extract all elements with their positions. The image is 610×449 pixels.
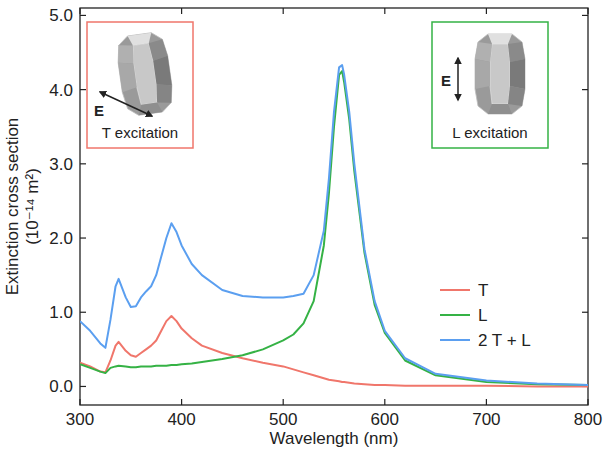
x-tick-label: 700 bbox=[472, 410, 500, 429]
y-tick-label: 1.0 bbox=[49, 303, 73, 322]
y-tick-right bbox=[582, 312, 588, 313]
legend-label: 2 T + L bbox=[478, 331, 531, 350]
crystal-facet bbox=[508, 42, 525, 62]
legend-swatch bbox=[440, 339, 470, 341]
x-tick bbox=[79, 399, 80, 405]
y-tick-label: 0.0 bbox=[49, 377, 73, 396]
inset-label: T excitation bbox=[102, 124, 178, 141]
y-tick-label: 2.0 bbox=[49, 229, 73, 248]
x-tick-label: 600 bbox=[371, 410, 399, 429]
crystal-facet bbox=[488, 34, 512, 44]
x-tick-top bbox=[587, 8, 588, 14]
x-tick-top bbox=[486, 8, 487, 14]
inset-label: L excitation bbox=[452, 124, 527, 141]
crystal-facet bbox=[490, 44, 510, 104]
crystal-body bbox=[475, 34, 525, 114]
crystal-facet bbox=[155, 82, 175, 104]
x-tick-label: 300 bbox=[66, 410, 94, 429]
legend-label: L bbox=[478, 306, 487, 325]
crystal-facet bbox=[137, 102, 162, 115]
crystal-icon bbox=[475, 34, 525, 114]
crystal-facet bbox=[488, 104, 512, 114]
y-tick bbox=[80, 163, 86, 164]
crystal-facet bbox=[475, 59, 490, 89]
y-axis-units: (10⁻¹⁴ m²) bbox=[23, 168, 42, 245]
x-axis-title: Wavelength (nm) bbox=[270, 429, 399, 448]
field-arrow bbox=[100, 92, 152, 116]
inset-box bbox=[432, 22, 548, 148]
crystal-facet bbox=[510, 59, 525, 89]
y-tick-label: 3.0 bbox=[49, 155, 73, 174]
crystal-facet bbox=[116, 43, 136, 65]
x-tick bbox=[384, 399, 385, 405]
y-tick-right bbox=[582, 237, 588, 238]
x-tick-label: 500 bbox=[269, 410, 297, 429]
x-tick-top bbox=[384, 8, 385, 14]
y-tick-right bbox=[582, 163, 588, 164]
y-tick-label: 5.0 bbox=[49, 6, 73, 25]
field-label: E bbox=[441, 72, 451, 89]
y-tick-right bbox=[582, 15, 588, 16]
x-tick-top bbox=[283, 8, 284, 14]
chart: 300 400 500 600 700 800 0.0 1.0 2.0 3.0 4.0 5.0 Wave… bbox=[0, 0, 610, 449]
x-tick bbox=[283, 399, 284, 405]
legend-swatch bbox=[440, 314, 470, 316]
x-tick-top bbox=[181, 8, 182, 14]
field-label: E bbox=[94, 102, 104, 119]
y-tick-right bbox=[582, 89, 588, 90]
x-tick-top bbox=[79, 8, 80, 14]
x-tick-label: 400 bbox=[167, 410, 195, 429]
crystal-body bbox=[115, 31, 176, 117]
crystal-facet bbox=[118, 61, 137, 93]
x-tick bbox=[587, 399, 588, 405]
series-line bbox=[80, 316, 588, 387]
crystal-icon bbox=[115, 31, 176, 117]
crystal-facet bbox=[153, 56, 172, 88]
legend-swatch bbox=[440, 289, 470, 291]
field-arrow bbox=[457, 58, 459, 100]
crystal-facet bbox=[475, 42, 492, 62]
y-axis-title: Extinction cross section bbox=[3, 118, 22, 296]
y-tick bbox=[80, 15, 86, 16]
x-tick bbox=[486, 399, 487, 405]
legend-label: T bbox=[478, 281, 488, 300]
y-tick bbox=[80, 386, 86, 387]
crystal-facet bbox=[508, 86, 525, 106]
y-tick bbox=[80, 89, 86, 90]
y-tick-label: 4.0 bbox=[49, 81, 73, 100]
x-tick-label: 800 bbox=[574, 410, 602, 429]
y-tick bbox=[80, 237, 86, 238]
y-tick bbox=[80, 312, 86, 313]
inset-box bbox=[87, 22, 193, 148]
plot-frame bbox=[80, 8, 588, 405]
x-tick bbox=[181, 399, 182, 405]
